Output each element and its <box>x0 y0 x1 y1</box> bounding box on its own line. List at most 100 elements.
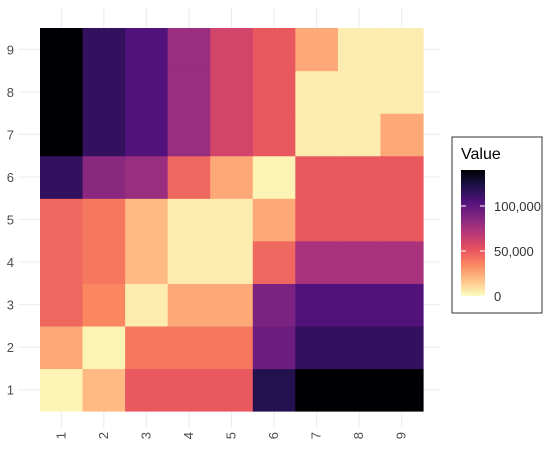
heatmap-cell <box>337 198 382 242</box>
heatmap-cell <box>40 368 84 412</box>
heatmap-cell <box>210 28 254 72</box>
heatmap-cell <box>210 240 254 284</box>
heatmap-cell <box>295 155 339 199</box>
legend-ticks: 0 50,000 100,000 <box>461 199 541 304</box>
heatmap-cell <box>252 368 296 412</box>
heatmap-cell <box>82 113 126 157</box>
heatmap-cell <box>210 198 254 242</box>
y-tick-label: 8 <box>7 85 14 100</box>
heatmap-cell <box>252 70 296 114</box>
heatmap-cell <box>167 155 211 199</box>
y-tick-label: 7 <box>7 127 14 142</box>
heatmap-cell <box>337 113 382 157</box>
heatmap-cell <box>210 325 254 370</box>
heatmap-cell <box>210 70 254 114</box>
heatmap-cell <box>167 325 211 370</box>
y-tick-label: 5 <box>7 213 14 228</box>
heatmap-cells <box>40 28 424 412</box>
heatmap-cell <box>82 240 126 284</box>
x-tick-label: 8 <box>351 432 366 439</box>
heatmap-cell <box>295 113 339 157</box>
heatmap-cell <box>295 28 339 72</box>
heatmap-cell <box>167 28 211 72</box>
heatmap-cell <box>82 70 126 114</box>
heatmap-cell <box>125 368 169 412</box>
heatmap-cell <box>125 240 169 284</box>
heatmap-cell <box>380 70 424 114</box>
heatmap-cell <box>82 28 126 72</box>
heatmap-cell <box>380 368 424 412</box>
heatmap-cell <box>125 283 169 327</box>
heatmap-cell <box>380 283 424 327</box>
x-tick-label: 7 <box>309 432 324 439</box>
heatmap-cell <box>295 283 339 327</box>
heatmap-cell <box>295 368 339 412</box>
heatmap-cell <box>125 113 169 157</box>
heatmap-cell <box>295 325 339 370</box>
heatmap-cell <box>252 283 296 327</box>
heatmap-cell <box>380 113 424 157</box>
x-tick-label: 9 <box>394 432 409 439</box>
y-tick-label: 6 <box>7 170 14 185</box>
heatmap-cell <box>380 155 424 199</box>
heatmap-cell <box>125 325 169 370</box>
heatmap-cell <box>337 368 382 412</box>
heatmap-cell <box>380 325 424 370</box>
legend-title: Value <box>461 146 501 163</box>
heatmap-cell <box>125 155 169 199</box>
heatmap-cell <box>252 198 296 242</box>
x-tick-label: 6 <box>266 432 281 439</box>
heatmap-cell <box>252 240 296 284</box>
heatmap-cell <box>252 28 296 72</box>
x-tick-label: 4 <box>181 432 196 439</box>
heatmap-cell <box>252 325 296 370</box>
heatmap-cell <box>167 113 211 157</box>
y-tick-label: 1 <box>7 383 14 398</box>
heatmap-cell <box>40 198 84 242</box>
legend-tick-label: 100,000 <box>494 199 541 214</box>
x-axis-ticks: 1 2 3 4 5 6 7 8 9 <box>53 432 408 439</box>
heatmap-cell <box>82 155 126 199</box>
heatmap-cell <box>252 155 296 199</box>
heatmap-cell <box>125 70 169 114</box>
heatmap-cell <box>380 28 424 72</box>
heatmap-cell <box>40 70 84 114</box>
heatmap-cell <box>210 368 254 412</box>
heatmap-cell <box>337 325 382 370</box>
legend-tick-label: 50,000 <box>494 244 534 259</box>
heatmap-cell <box>380 198 424 242</box>
y-tick-label: 2 <box>7 340 14 355</box>
heatmap-cell <box>210 155 254 199</box>
heatmap-cell <box>40 113 84 157</box>
heatmap-cell <box>40 240 84 284</box>
heatmap-cell <box>380 240 424 284</box>
heatmap-cell <box>40 325 84 370</box>
heatmap-cell <box>295 70 339 114</box>
y-tick-label: 4 <box>7 255 14 270</box>
legend: Value 0 50,000 100,000 <box>451 136 543 314</box>
heatmap-cell <box>40 283 84 327</box>
heatmap-cell <box>337 240 382 284</box>
heatmap-cell <box>252 113 296 157</box>
heatmap-cell <box>337 28 382 72</box>
heatmap-cell <box>295 240 339 284</box>
heatmap-cell <box>82 283 126 327</box>
heatmap-cell <box>167 70 211 114</box>
heatmap-cell <box>125 198 169 242</box>
legend-colorbar <box>461 170 485 296</box>
heatmap-cell <box>210 113 254 157</box>
heatmap-cell <box>337 70 382 114</box>
heatmap-cell <box>295 198 339 242</box>
heatmap-cell <box>210 283 254 327</box>
y-axis-ticks: 1 2 3 4 5 6 7 8 9 <box>7 42 14 397</box>
y-tick-label: 3 <box>7 298 14 313</box>
heatmap-cell <box>167 240 211 284</box>
heatmap-cell <box>167 283 211 327</box>
heatmap-cell <box>82 325 126 370</box>
x-tick-label: 5 <box>224 432 239 439</box>
x-tick-label: 3 <box>138 432 153 439</box>
x-tick-label: 2 <box>96 432 111 439</box>
heatmap-cell <box>40 155 84 199</box>
legend-tick-label: 0 <box>494 289 501 304</box>
